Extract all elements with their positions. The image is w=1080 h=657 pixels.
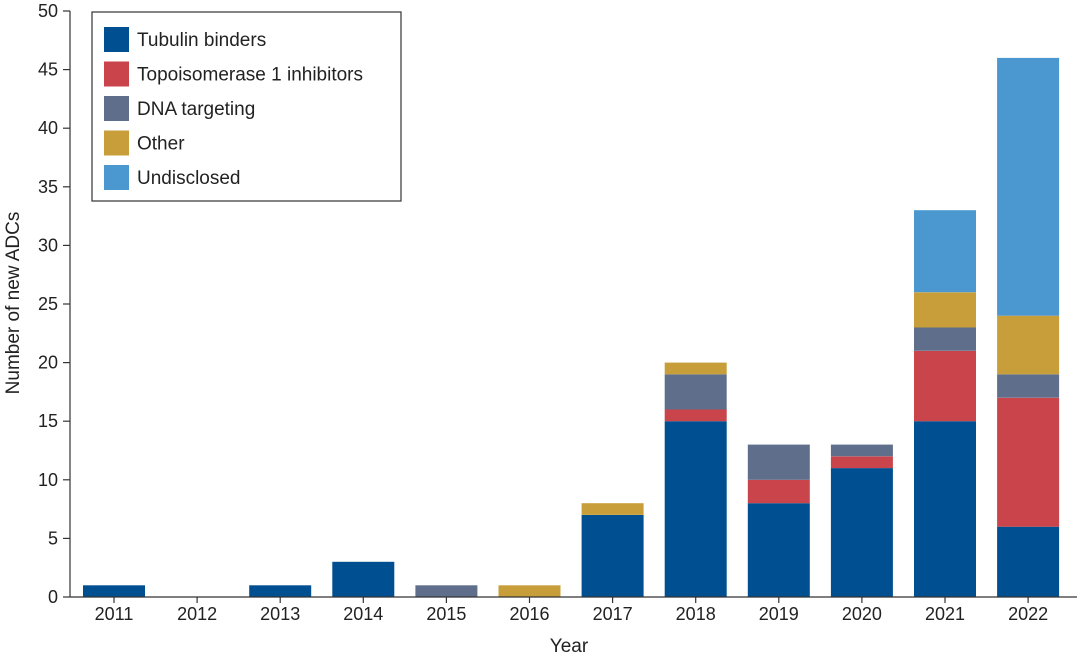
axes-group: 0 5 10 15 20 25 30 35 40 45 50 2011 2012 2013 2014 2015…: [38, 1, 1077, 624]
y-tick-label: 10: [38, 470, 58, 490]
bar-segment: [332, 561, 395, 597]
y-tick-label: 5: [48, 528, 58, 548]
bar-segment: [664, 421, 727, 597]
x-axis-title: Year: [550, 636, 589, 657]
bar-segment: [664, 374, 727, 410]
bars-group: [83, 57, 1060, 597]
legend-label: Undisclosed: [137, 168, 241, 189]
bar-segment: [830, 456, 893, 469]
y-tick-label: 20: [38, 353, 58, 373]
x-tick-label: 2017: [593, 604, 633, 624]
bar-segment: [830, 468, 893, 597]
bar-segment: [747, 444, 810, 480]
bar-segment: [914, 350, 976, 422]
bar-segment: [747, 479, 810, 504]
bar-segment: [997, 397, 1060, 527]
legend-swatch: [104, 27, 129, 52]
bar-segment: [997, 315, 1060, 375]
bar-segment: [914, 292, 976, 328]
y-tick-label: 50: [38, 1, 58, 21]
legend: Tubulin binders Topoisomerase 1 inhibitor…: [91, 11, 402, 202]
legend-box: [91, 11, 402, 202]
x-tick-label: 2016: [509, 604, 549, 624]
bar-segment: [914, 210, 976, 293]
y-tick-label: 0: [48, 587, 58, 607]
x-tick-label: 2011: [95, 604, 134, 624]
x-tick-label: 2014: [343, 604, 383, 624]
x-tick-label: 2015: [426, 604, 466, 624]
legend-label: Other: [137, 134, 185, 155]
legend-swatch: [104, 96, 129, 121]
bar-segment: [830, 444, 893, 457]
legend-swatch: [104, 165, 129, 190]
y-tick-label: 40: [38, 118, 58, 138]
x-tick-label: 2022: [1008, 604, 1048, 624]
legend-swatch: [104, 130, 129, 156]
bar-segment: [664, 409, 727, 422]
x-tick-label: 2012: [177, 604, 217, 624]
legend-label: Tubulin binders: [137, 30, 266, 51]
bar-segment: [997, 57, 1060, 316]
bar-segment: [498, 585, 561, 597]
bar-segment: [997, 374, 1060, 398]
legend-swatch: [104, 61, 129, 87]
bar-segment: [914, 327, 976, 351]
bar-segment: [415, 585, 478, 597]
x-tick-label: 2018: [676, 604, 716, 624]
y-tick-label: 25: [38, 294, 58, 314]
legend-label: Topoisomerase 1 inhibitors: [137, 65, 363, 86]
bar-segment: [249, 585, 312, 597]
y-axis-title: Number of new ADCs: [3, 212, 24, 395]
bar-segment: [581, 515, 644, 597]
y-tick-label: 45: [38, 60, 58, 80]
y-tick-label: 35: [38, 177, 58, 197]
bar-segment: [997, 526, 1060, 597]
x-tick-label: 2013: [260, 604, 300, 624]
bar-segment: [914, 421, 976, 597]
bar-segment: [83, 585, 145, 597]
x-tick-label: 2020: [842, 604, 882, 624]
bar-segment: [581, 503, 644, 515]
y-tick-label: 15: [38, 411, 58, 431]
bar-segment: [664, 362, 727, 375]
x-tick-label: 2021: [925, 604, 965, 624]
x-tick-label: 2019: [759, 604, 799, 624]
y-tick-label: 30: [38, 235, 58, 255]
legend-label: DNA targeting: [137, 99, 255, 120]
bar-segment: [747, 503, 810, 597]
